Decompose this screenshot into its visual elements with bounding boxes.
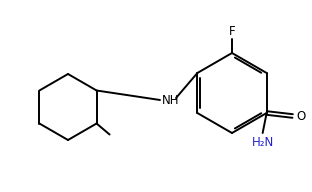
Text: O: O <box>297 109 306 122</box>
Text: NH: NH <box>162 94 179 107</box>
Text: F: F <box>229 25 235 38</box>
Text: H₂N: H₂N <box>251 136 274 149</box>
